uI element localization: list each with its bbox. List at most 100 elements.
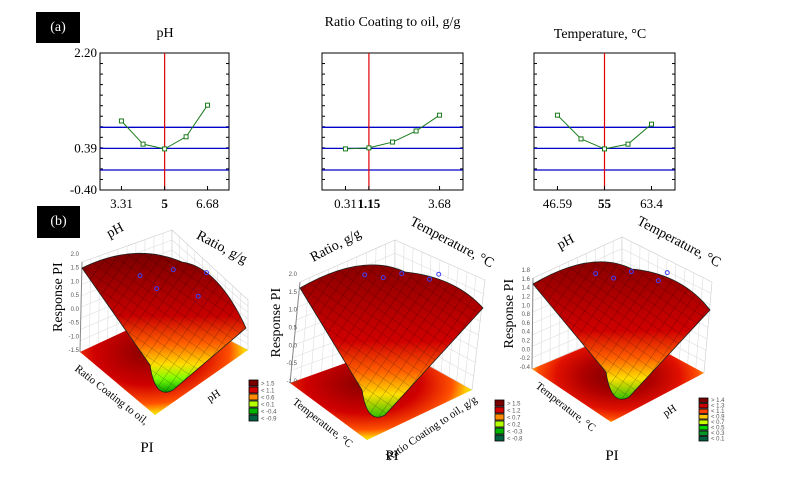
z-axis	[79, 261, 83, 353]
z-tick-label: -0.4	[520, 365, 531, 371]
experimental-point	[664, 270, 670, 276]
data-point	[118, 118, 124, 124]
data-point	[554, 112, 560, 118]
experimental-point	[154, 286, 160, 292]
legend-swatch	[698, 403, 709, 409]
z-tick-label: -0.2	[520, 356, 531, 362]
experimental-point	[593, 271, 599, 277]
z-tick-label: 0.0	[289, 343, 298, 349]
legend-label: < 1.1	[711, 409, 725, 415]
z-tick-label: 1.0	[71, 279, 80, 285]
legend-label: < 1.2	[507, 409, 521, 415]
legend-swatch	[248, 393, 259, 401]
legend-label: < 0.7	[711, 420, 725, 426]
surface-plot-0: 2.0 1.5 1.0 0.5 0.0 -0.5 -1.0 -1.5 Response PI pH…	[51, 220, 277, 456]
z-axis-label: Response PI	[51, 262, 66, 332]
z-axis-label: Response PI	[502, 279, 517, 349]
legend-label: < 0.2	[507, 423, 521, 429]
panel-label-b: (b)	[37, 206, 80, 238]
z-tick-label: -1.0	[287, 379, 298, 385]
legend-swatch	[494, 399, 505, 407]
experimental-point	[628, 269, 634, 275]
z-tick-label: 1.6	[522, 277, 531, 283]
chart-title-ratio: Ratio Coating to oil, g/g	[324, 15, 461, 30]
surface-mesh	[82, 253, 246, 393]
chart-title-ph: pH	[156, 26, 174, 41]
panel-label-a: (a)	[36, 12, 80, 43]
experimental-point	[380, 275, 386, 281]
legend-swatch	[698, 419, 709, 425]
experimental-point	[427, 276, 432, 282]
legend-label: > 1.5	[261, 382, 275, 388]
legend-label: < 0.6	[261, 396, 275, 402]
experimental-point	[204, 270, 209, 276]
legend-swatch	[248, 379, 259, 387]
color-legend: > 1.5< 1.1< 0.6< 0.1< -0.4< -0.9	[248, 379, 277, 423]
data-point	[437, 112, 443, 118]
x-tick-label: 46.59	[543, 196, 572, 211]
legend-label: < 0.5	[711, 426, 725, 432]
x-tick-label: 0.31	[334, 196, 357, 211]
experimental-point	[436, 271, 442, 277]
legend-swatch	[494, 406, 505, 414]
plot-frame	[321, 52, 464, 191]
experimental-point	[195, 293, 201, 299]
chart-title-temperature: Temperature, °C	[553, 27, 647, 42]
data-point	[342, 146, 348, 152]
x-tick-label: 55	[598, 196, 612, 211]
experimental-point	[611, 275, 617, 281]
legend-swatch	[248, 414, 259, 422]
z-tick-label: -0.5	[69, 321, 80, 327]
z-tick-label: -0.5	[287, 361, 298, 367]
legend-label: < -0.9	[261, 417, 277, 423]
wall-grid-line	[394, 252, 484, 295]
x-tick-label: 3.68	[428, 196, 451, 211]
x-tick-label: 5	[161, 196, 168, 211]
data-point	[602, 146, 607, 152]
legend-label: < -0.8	[507, 437, 523, 443]
data-point	[205, 102, 211, 108]
color-legend: > 1.5< 1.2< 0.7< 0.2< -0.3< -0.8	[494, 399, 523, 443]
panel-a-charts: 3.31 5 6.68 2.20 0.39 -0.40 0.31 1.15 3.68 46.59 5…	[70, 45, 676, 211]
legend-label: > 1.4	[711, 398, 725, 404]
x-tick-label: 63.4	[640, 196, 663, 211]
z-tick-label: 1.4	[522, 286, 531, 292]
data-point	[183, 134, 189, 140]
experimental-point	[170, 267, 176, 273]
z-tick-label: 0.8	[522, 312, 531, 318]
z-tick-label: 0.4	[522, 330, 531, 336]
data-point	[390, 139, 395, 145]
profile-plot-2: 46.59 55 63.4	[533, 52, 676, 211]
z-tick-label: 0.2	[522, 339, 531, 345]
legend-swatch	[494, 434, 505, 442]
experimental-point	[399, 271, 405, 277]
y-tick-label: -0.40	[70, 182, 97, 197]
surface-title: PI	[385, 448, 398, 464]
legend-label: < 1.1	[261, 389, 275, 395]
z-tick-label: -1.0	[69, 334, 80, 340]
z-tick-label: 0.6	[522, 321, 531, 327]
z-tick-label: 1.2	[522, 294, 531, 300]
legend-swatch	[494, 413, 505, 421]
surface-mesh	[300, 264, 483, 418]
axis-label-top-left: pH	[555, 232, 577, 253]
legend-swatch	[248, 400, 259, 408]
experimental-point	[362, 272, 368, 278]
surface-title: PI	[605, 448, 618, 464]
axis-label-bottom-right: pH	[205, 387, 223, 404]
legend-swatch	[248, 386, 259, 394]
legend-label: < 0.7	[507, 416, 521, 422]
legend-label: < -0.3	[507, 430, 523, 436]
experimental-point	[655, 278, 661, 284]
z-tick-label: 1.0	[522, 303, 531, 309]
x-tick-label: 1.15	[358, 196, 381, 211]
profile-plot-1: 0.31 1.15 3.68	[321, 52, 464, 211]
wall-grid-line	[171, 239, 249, 307]
surface-plot-2: 1.8 1.6 1.4 1.2 1.0 0.8 0.6 0.4 0.2 0.0 -0.2 -0.4 Re…	[502, 214, 725, 464]
legend-swatch	[698, 408, 709, 414]
legend-swatch	[698, 436, 709, 442]
x-tick-label: 6.68	[196, 196, 219, 211]
data-point	[366, 145, 372, 151]
